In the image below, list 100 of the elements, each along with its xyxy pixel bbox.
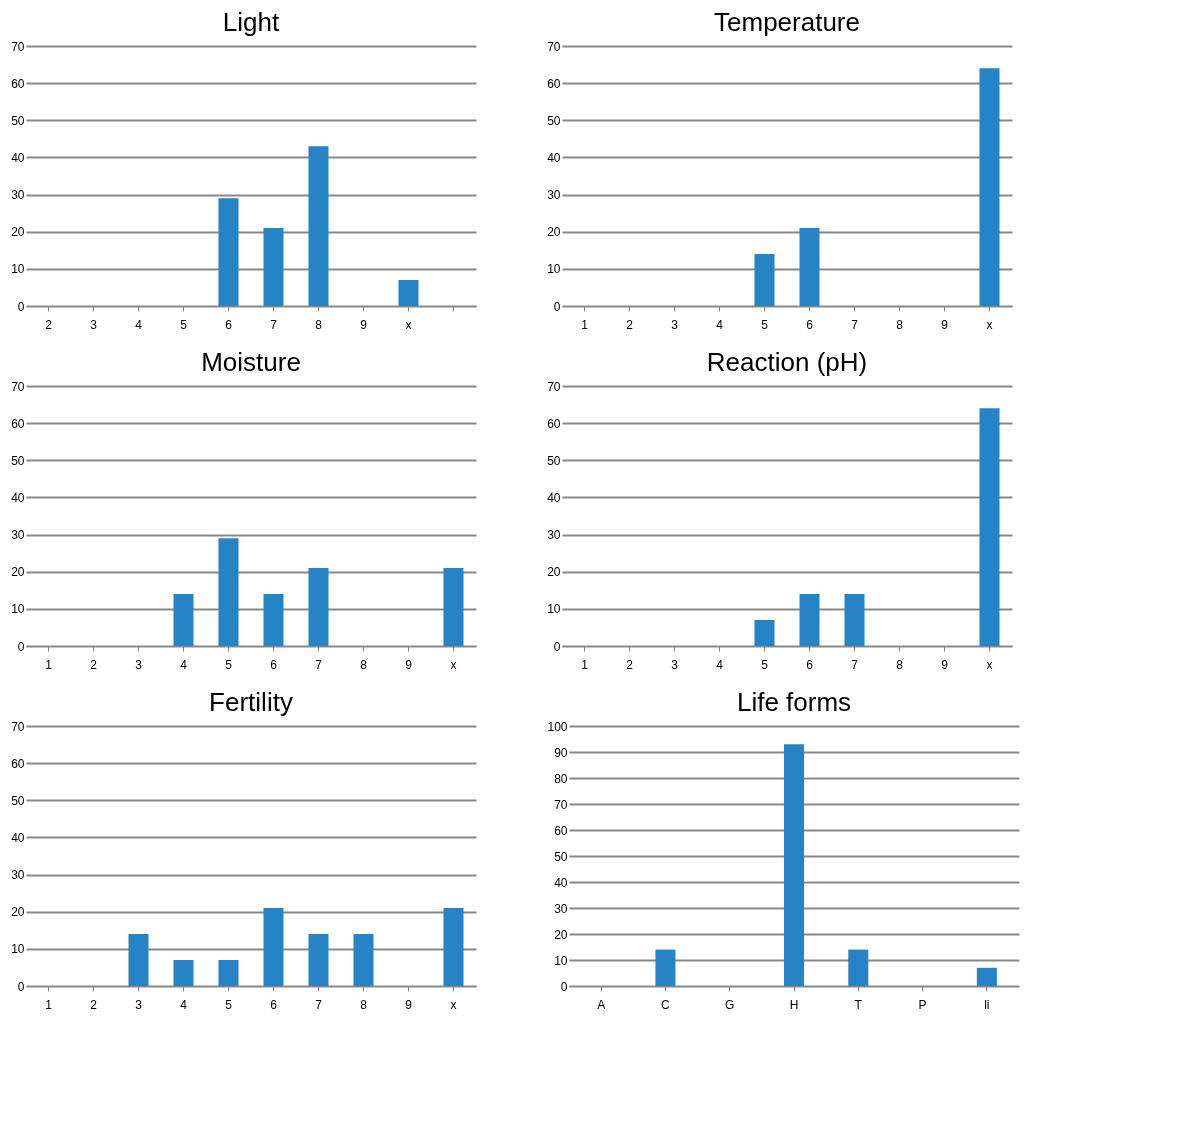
y-tick-label: 50 xyxy=(11,113,25,128)
x-tick-label: 6 xyxy=(225,317,233,332)
y-tick-label: 60 xyxy=(547,416,561,431)
x-tick-label: 3 xyxy=(671,657,679,672)
y-tick-label: 0 xyxy=(553,639,561,654)
y-tick-label: 50 xyxy=(547,453,561,468)
x-tick-label: 5 xyxy=(761,317,769,332)
x-tick-label: T xyxy=(854,997,863,1012)
x-tick-label: 4 xyxy=(716,317,724,332)
bar xyxy=(263,594,284,646)
bar xyxy=(218,960,239,986)
x-tick-label: x xyxy=(986,317,993,332)
y-tick-label: 0 xyxy=(560,979,568,994)
y-tick-label: 40 xyxy=(547,150,561,165)
x-tick-label: G xyxy=(725,997,735,1012)
y-tick-label: 50 xyxy=(554,849,568,864)
x-tick-label: 7 xyxy=(315,997,323,1012)
y-tick-label: 20 xyxy=(11,565,25,580)
x-tick-label: 2 xyxy=(90,657,98,672)
y-tick-label: 10 xyxy=(11,602,25,617)
y-tick-label: 20 xyxy=(554,927,568,942)
bar xyxy=(218,538,239,646)
bar xyxy=(353,934,374,986)
x-tick-label: 1 xyxy=(45,657,53,672)
bar xyxy=(173,594,194,646)
y-tick-label: 40 xyxy=(11,490,25,505)
x-tick-label: 7 xyxy=(270,317,278,332)
bar xyxy=(308,934,329,986)
x-tick-label: 3 xyxy=(90,317,98,332)
bar xyxy=(308,568,329,646)
x-tick-label: 8 xyxy=(896,317,904,332)
x-tick-label: 2 xyxy=(45,317,53,332)
x-tick-label: x xyxy=(986,657,993,672)
y-tick-label: 30 xyxy=(547,528,561,543)
x-tick-label: 3 xyxy=(135,657,143,672)
x-tick-label: 1 xyxy=(581,657,589,672)
x-tick-label: 6 xyxy=(270,657,278,672)
x-tick-label: 6 xyxy=(806,657,814,672)
x-tick-label: 8 xyxy=(896,657,904,672)
y-tick-label: 60 xyxy=(11,76,25,91)
x-tick-label: 4 xyxy=(180,657,188,672)
chart-title: Temperature xyxy=(714,7,860,37)
bar xyxy=(848,949,869,986)
y-tick-label: 10 xyxy=(547,262,561,277)
y-tick-label: 0 xyxy=(17,299,25,314)
y-tick-label: 20 xyxy=(547,225,561,240)
bar xyxy=(754,620,775,646)
bar xyxy=(443,908,464,986)
bar xyxy=(799,228,820,306)
x-tick-label: 7 xyxy=(315,657,323,672)
y-tick-label: 0 xyxy=(17,979,25,994)
bar xyxy=(128,934,149,986)
y-tick-label: 0 xyxy=(17,639,25,654)
bar xyxy=(263,228,284,306)
bar xyxy=(398,280,419,306)
x-tick-label: H xyxy=(789,997,799,1012)
y-tick-label: 50 xyxy=(11,453,25,468)
bar xyxy=(784,744,804,986)
x-tick-label: 2 xyxy=(90,997,98,1012)
x-tick-label: 4 xyxy=(716,657,724,672)
x-tick-label: 8 xyxy=(360,657,368,672)
y-tick-label: 40 xyxy=(11,830,25,845)
x-tick-label: 5 xyxy=(225,657,233,672)
y-tick-label: 30 xyxy=(554,901,568,916)
x-tick-label: x xyxy=(450,657,457,672)
x-tick-label: 6 xyxy=(806,317,814,332)
y-tick-label: 60 xyxy=(11,756,25,771)
x-tick-label: 4 xyxy=(135,317,143,332)
bar xyxy=(263,908,284,986)
y-tick-label: 90 xyxy=(554,745,568,760)
x-tick-label: x xyxy=(405,317,412,332)
y-tick-label: 30 xyxy=(11,868,25,883)
x-tick-label: 2 xyxy=(626,317,634,332)
y-tick-label: 60 xyxy=(11,416,25,431)
y-tick-label: 40 xyxy=(547,490,561,505)
chart-title: Moisture xyxy=(201,347,301,377)
x-tick-label: 8 xyxy=(315,317,323,332)
x-tick-label: P xyxy=(918,997,927,1012)
y-tick-label: 70 xyxy=(547,379,561,394)
x-tick-label: 1 xyxy=(45,997,53,1012)
y-tick-label: 30 xyxy=(11,528,25,543)
chart-title: Fertility xyxy=(209,687,293,717)
chart-title: Life forms xyxy=(736,687,852,717)
x-tick-label: 5 xyxy=(761,657,769,672)
y-tick-label: 30 xyxy=(11,188,25,203)
bar xyxy=(173,960,194,986)
y-tick-label: 60 xyxy=(554,823,568,838)
y-tick-label: 70 xyxy=(547,39,561,54)
x-tick-label: 3 xyxy=(135,997,143,1012)
x-tick-label: li xyxy=(984,997,990,1012)
chart-title: Reaction (pH) xyxy=(706,347,868,377)
bar xyxy=(754,254,775,306)
x-tick-label: 9 xyxy=(360,317,368,332)
y-tick-label: 0 xyxy=(553,299,561,314)
bar xyxy=(979,408,1000,646)
y-tick-label: 20 xyxy=(11,225,25,240)
x-tick-label: 5 xyxy=(225,997,233,1012)
x-tick-label: 2 xyxy=(626,657,634,672)
y-tick-label: 70 xyxy=(11,379,25,394)
y-tick-label: 50 xyxy=(11,793,25,808)
